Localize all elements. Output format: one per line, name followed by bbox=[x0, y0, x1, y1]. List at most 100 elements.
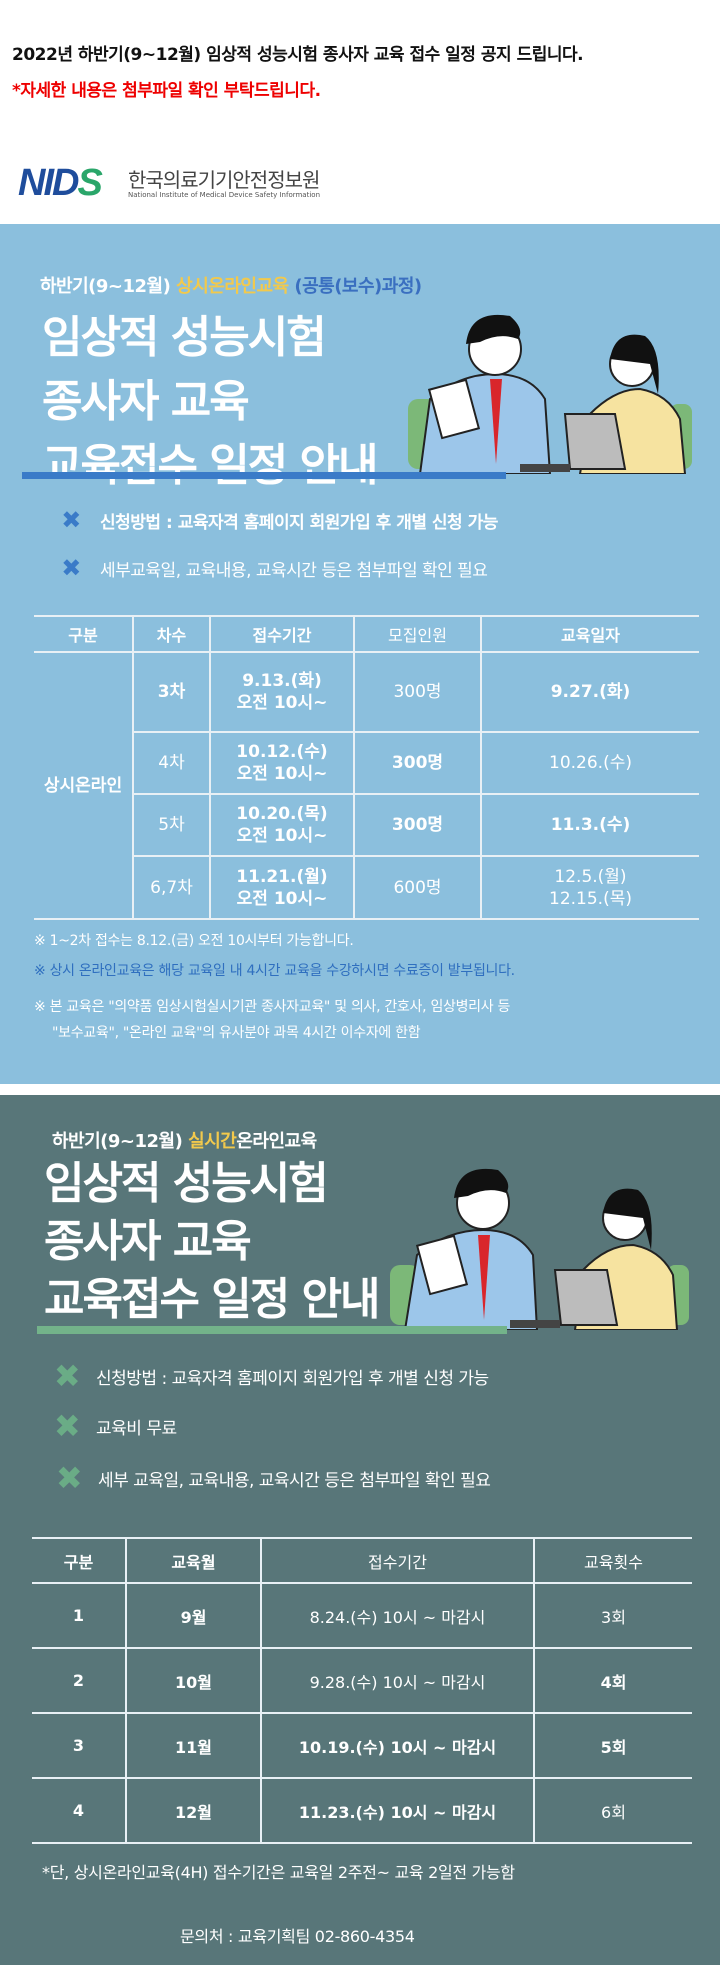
no-cell: 2 bbox=[32, 1647, 126, 1714]
column-header: 접수기간 bbox=[209, 615, 354, 653]
table-row: 1 9월 8.24.(수) 10시 ~ 마감시 3회 bbox=[32, 1582, 692, 1649]
column-header: 접수기간 bbox=[260, 1537, 534, 1584]
realtime-schedule-table: 구분 교육월 접수기간 교육횟수 1 9월 8.24.(수) 10시 ~ 마감시… bbox=[32, 1537, 692, 1844]
period-time: 오전 10시~ bbox=[236, 826, 328, 846]
edu-date: 12.5.(월) bbox=[554, 866, 627, 887]
edu-date-cell: 12.5.(월) 12.15.(목) bbox=[480, 855, 699, 920]
period-time: 오전 10시~ bbox=[236, 888, 328, 909]
title-underline bbox=[22, 472, 506, 479]
round-cell: 3차 bbox=[132, 651, 210, 733]
bullet-text: 세부교육일, 교육내용, 교육시간 등은 첨부파일 확인 필요 bbox=[100, 560, 488, 581]
count-cell: 6회 bbox=[533, 1777, 692, 1844]
table-row: 5차 10.20.(목) 오전 10시~ 300명 11.3.(수) bbox=[34, 793, 699, 857]
month-cell: 10월 bbox=[125, 1647, 261, 1714]
subtitle-prefix: 하반기(9~12월) bbox=[40, 276, 171, 297]
period-cell: 10.12.(수) 오전 10시~ bbox=[209, 731, 354, 795]
column-header: 교육일자 bbox=[480, 615, 699, 653]
capacity-cell: 300명 bbox=[353, 651, 481, 733]
section1-subtitle: 하반기(9~12월) 상시온라인교육 (공통(보수)과정) bbox=[40, 272, 422, 298]
x-mark-icon: ✖ bbox=[55, 1459, 83, 1497]
column-header: 구분 bbox=[34, 615, 133, 653]
count-cell: 3회 bbox=[533, 1582, 692, 1649]
period-date: 10.12.(수) bbox=[236, 742, 328, 762]
period-date: 9.13.(화) bbox=[242, 671, 322, 691]
edu-date-cell: 11.3.(수) bbox=[480, 793, 699, 857]
period-cell: 11.23.(수) 10시 ~ 마감시 bbox=[260, 1777, 534, 1844]
logo-mark: NIDS bbox=[18, 162, 103, 204]
period-time: 오전 10시~ bbox=[236, 693, 328, 713]
x-mark-icon: ✖ bbox=[61, 506, 81, 534]
section1-title: 임상적 성능시험 종사자 교육 교육접수 일정 안내 bbox=[42, 306, 378, 498]
column-header: 구분 bbox=[32, 1537, 126, 1584]
period-cell: 9.28.(수) 10시 ~ 마감시 bbox=[260, 1647, 534, 1714]
always-online-schedule-table: 구분 차수 접수기간 모집인원 교육일자 상시온라인 3차 9.13.(화) 오전… bbox=[34, 615, 699, 920]
bullet-item: ✖ 세부교육일, 교육내용, 교육시간 등은 첨부파일 확인 필요 bbox=[56, 554, 488, 582]
office-workers-illustration bbox=[408, 314, 692, 474]
table-row: 상시온라인 3차 9.13.(화) 오전 10시~ 300명 9.27.(화) bbox=[34, 651, 699, 920]
month-cell: 11월 bbox=[125, 1712, 261, 1779]
column-header: 교육월 bbox=[125, 1537, 261, 1584]
section2-title: 임상적 성능시험 종사자 교육 교육접수 일정 안내 bbox=[44, 1155, 380, 1329]
bullet-item: ✖ 신청방법 : 교육자격 홈페이지 회원가입 후 개별 신청 가능 bbox=[52, 1357, 489, 1395]
table-header-row: 구분 교육월 접수기간 교육횟수 bbox=[32, 1537, 692, 1584]
capacity-cell: 300명 bbox=[353, 731, 481, 795]
title-line: 교육접수 일정 안내 bbox=[42, 440, 378, 491]
notice-headline: 2022년 하반기(9~12월) 임상적 성능시험 종사자 교육 접수 일정 공… bbox=[12, 45, 584, 65]
nids-logo: NIDS 한국의료기기안전정보원 National Institute of M… bbox=[18, 160, 338, 210]
logo-korean: 한국의료기기안전정보원 bbox=[128, 168, 320, 192]
contact-info: 문의처 : 교육기획팀 02-860-4354 bbox=[180, 1927, 415, 1946]
period-date: 10.20.(목) bbox=[236, 804, 328, 824]
round-cell: 4차 bbox=[132, 731, 210, 795]
subtitle-suffix: (공통(보수)과정) bbox=[294, 276, 422, 297]
no-cell: 3 bbox=[32, 1712, 126, 1779]
table-header-row: 구분 차수 접수기간 모집인원 교육일자 bbox=[34, 615, 699, 653]
subtitle-prefix: 하반기(9~12월) bbox=[52, 1131, 183, 1152]
no-cell: 1 bbox=[32, 1582, 126, 1649]
subtitle-suffix: 온라인교육 bbox=[236, 1131, 317, 1152]
title-line: 임상적 성능시험 bbox=[44, 1158, 329, 1209]
bullet-text: 교육비 무료 bbox=[96, 1418, 177, 1439]
logo-english: National Institute of Medical Device Saf… bbox=[128, 191, 321, 199]
table-row: 4차 10.12.(수) 오전 10시~ 300명 10.26.(수) bbox=[34, 731, 699, 795]
x-mark-icon: ✖ bbox=[53, 1407, 81, 1445]
bullet-text: 세부 교육일, 교육내용, 교육시간 등은 첨부파일 확인 필요 bbox=[98, 1470, 491, 1491]
round-cell: 6,7차 bbox=[132, 855, 210, 920]
month-cell: 12월 bbox=[125, 1777, 261, 1844]
table-row: 2 10월 9.28.(수) 10시 ~ 마감시 4회 bbox=[32, 1647, 692, 1714]
bullet-item: ✖ 교육비 무료 bbox=[52, 1407, 177, 1445]
column-header: 교육횟수 bbox=[533, 1537, 692, 1584]
period-cell: 10.20.(목) 오전 10시~ bbox=[209, 793, 354, 857]
month-cell: 9월 bbox=[125, 1582, 261, 1649]
realtime-online-panel: 하반기(9~12월) 실시간온라인교육 임상적 성능시험 종사자 교육 교육접수… bbox=[0, 1095, 720, 1965]
table-row: 3 11월 10.19.(수) 10시 ~ 마감시 5회 bbox=[32, 1712, 692, 1779]
subtitle-highlight: 실시간 bbox=[188, 1131, 237, 1152]
note-text: ※ 본 교육은 "의약품 임상시험실시기관 종사자교육" 및 의사, 간호사, … bbox=[34, 999, 511, 1015]
subtitle-highlight: 상시온라인교육 bbox=[176, 276, 289, 297]
period-cell: 8.24.(수) 10시 ~ 마감시 bbox=[260, 1582, 534, 1649]
bullet-text: 신청방법 : 교육자격 홈페이지 회원가입 후 개별 신청 가능 bbox=[96, 1368, 489, 1389]
bullet-item: ✖ 세부 교육일, 교육내용, 교육시간 등은 첨부파일 확인 필요 bbox=[54, 1459, 491, 1497]
capacity-cell: 600명 bbox=[353, 855, 481, 920]
edu-date-cell: 9.27.(화) bbox=[480, 651, 699, 733]
count-cell: 5회 bbox=[533, 1712, 692, 1779]
period-date: 11.21.(월) bbox=[236, 866, 328, 887]
column-header: 차수 bbox=[132, 615, 210, 653]
attachment-note: *자세한 내용은 첨부파일 확인 부탁드립니다. bbox=[12, 81, 321, 101]
count-cell: 4회 bbox=[533, 1647, 692, 1714]
no-cell: 4 bbox=[32, 1777, 126, 1844]
always-online-panel: 하반기(9~12월) 상시온라인교육 (공통(보수)과정) 임상적 성능시험 종… bbox=[0, 224, 720, 1084]
section2-subtitle: 하반기(9~12월) 실시간온라인교육 bbox=[52, 1127, 317, 1153]
title-line: 종사자 교육 bbox=[42, 376, 250, 427]
x-mark-icon: ✖ bbox=[53, 1357, 81, 1395]
x-mark-icon: ✖ bbox=[61, 554, 81, 582]
title-line: 임상적 성능시험 bbox=[42, 312, 327, 363]
title-line: 교육접수 일정 안내 bbox=[44, 1274, 380, 1325]
note-text: ※ 1~2차 접수는 8.12.(금) 오전 10시부터 가능합니다. bbox=[34, 933, 354, 949]
column-header: 모집인원 bbox=[353, 615, 481, 653]
period-cell: 10.19.(수) 10시 ~ 마감시 bbox=[260, 1712, 534, 1779]
table-row: 6,7차 11.21.(월) 오전 10시~ 600명 12.5.(월) 12.15… bbox=[34, 855, 699, 920]
period-cell: 9.13.(화) 오전 10시~ bbox=[209, 651, 354, 733]
note-text-highlight: ※ 상시 온라인교육은 해당 교육일 내 4시간 교육을 수강하시면 수료증이 … bbox=[34, 963, 515, 979]
note-text: "보수교육", "온라인 교육"의 유사분야 과목 4시간 이수자에 한함 bbox=[52, 1025, 421, 1041]
group-cell: 상시온라인 bbox=[34, 651, 133, 920]
